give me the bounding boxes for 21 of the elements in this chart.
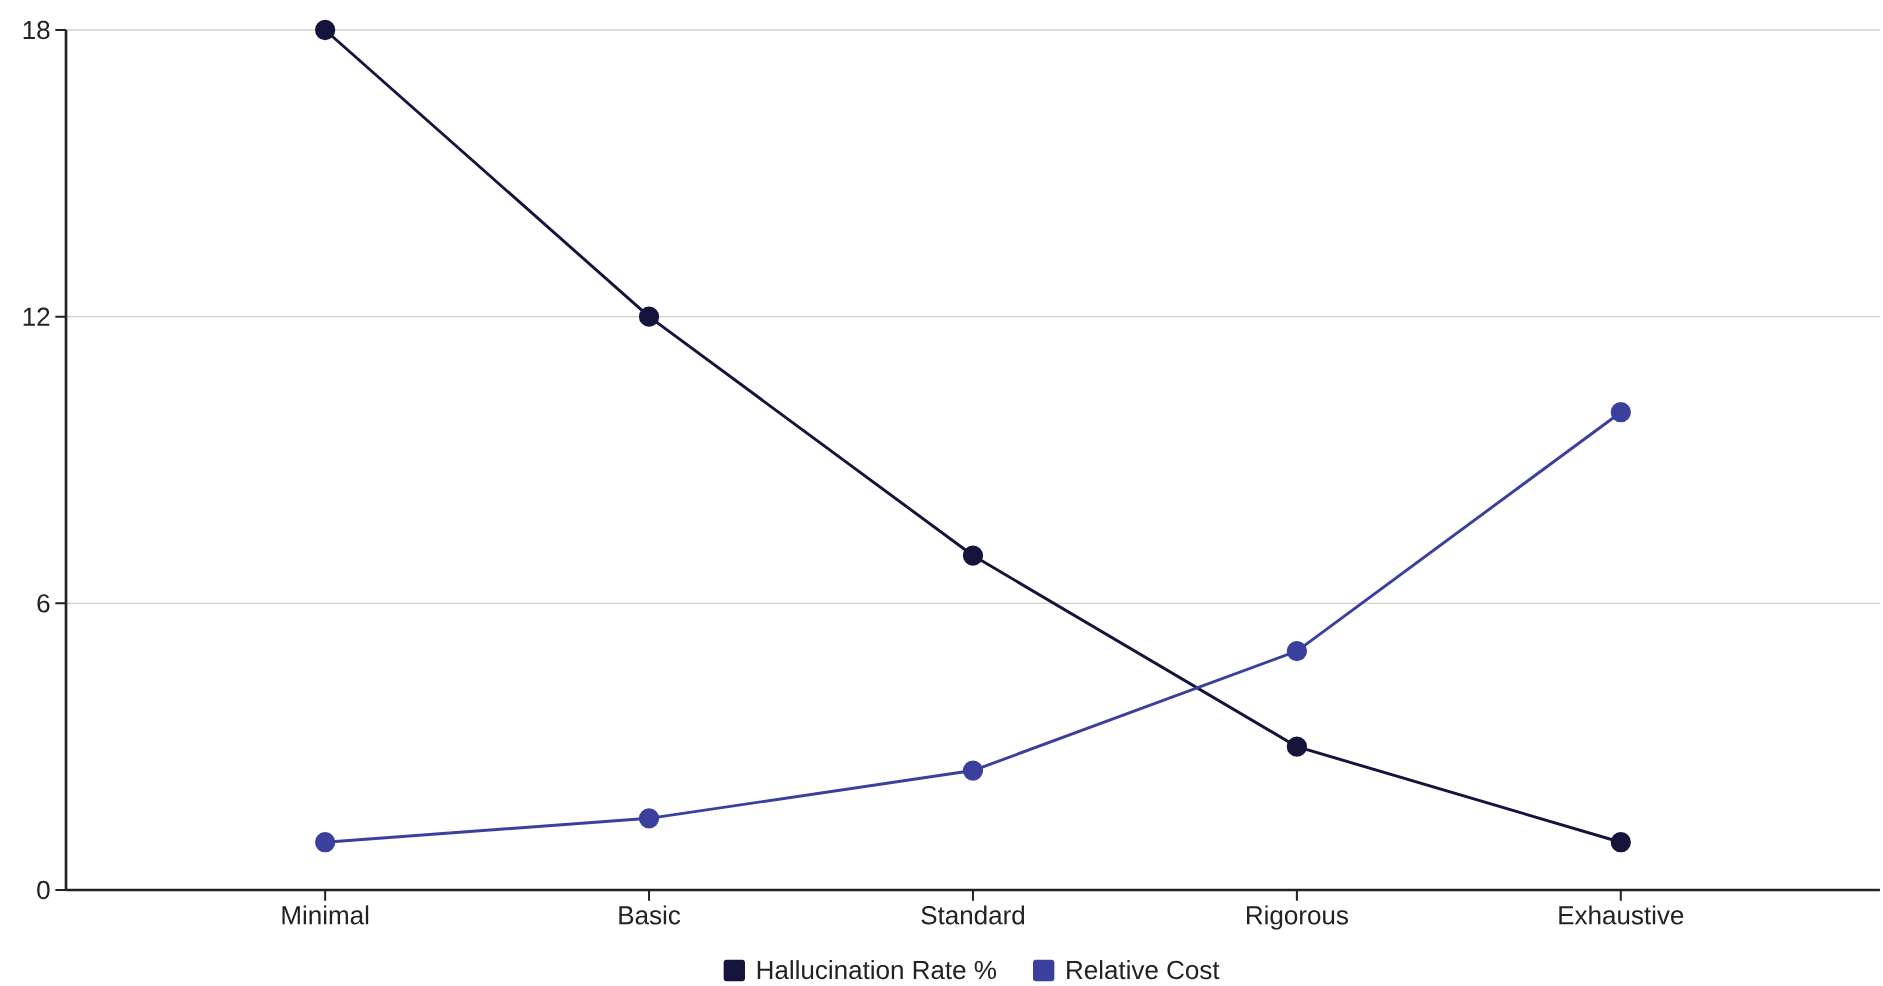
point <box>315 19 336 41</box>
y-tick-label: 12 <box>23 307 50 326</box>
x-tick-label: Basic <box>619 905 681 925</box>
x-tick-label: Exhaustive <box>1559 905 1684 925</box>
point <box>1286 736 1308 757</box>
legend-label: Hallucination Rate % <box>757 960 997 980</box>
point <box>1610 832 1631 853</box>
point <box>638 306 660 327</box>
y-tick-label: 0 <box>37 880 50 900</box>
point <box>962 545 984 566</box>
legend-label: Relative Cost <box>1067 960 1220 980</box>
y-tick-label: 6 <box>37 594 50 613</box>
x-tick-label: Standard <box>921 905 1025 925</box>
point <box>1286 640 1308 662</box>
y-tick-label: 18 <box>23 20 50 40</box>
x-tick-label: Rigorous <box>1247 905 1348 930</box>
point <box>315 832 336 853</box>
point <box>962 760 984 781</box>
x-tick-label: Minimal <box>282 905 369 925</box>
point <box>638 808 660 829</box>
point <box>1610 402 1631 423</box>
